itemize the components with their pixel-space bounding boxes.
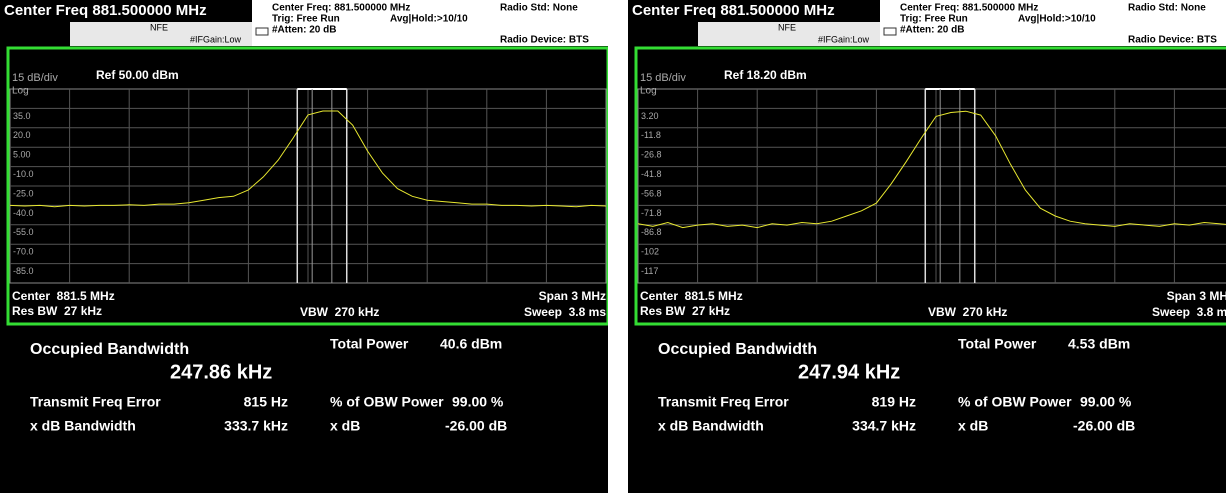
y-tick-label: -70.0 xyxy=(13,247,34,257)
span: Span 3 MHz xyxy=(539,289,606,303)
avg-hold: Avg|Hold:>10/10 xyxy=(390,14,468,25)
y-tick-label: 20.0 xyxy=(13,130,31,140)
log: Log xyxy=(12,86,29,97)
obw-value: 247.94 kHz xyxy=(798,361,900,383)
graph-bg xyxy=(628,46,1226,493)
header-title: Center Freq 881.500000 MHz xyxy=(632,2,835,19)
y-tick-label: 35.0 xyxy=(13,111,31,121)
y-tick-label: -55.0 xyxy=(13,227,34,237)
avg-hold: Avg|Hold:>10/10 xyxy=(1018,14,1096,25)
trace xyxy=(637,110,1226,229)
y-tick-label: -40.0 xyxy=(13,208,34,218)
xdb-bw-value: 333.7 kHz xyxy=(224,418,288,434)
y-tick-label: -10.0 xyxy=(13,169,34,179)
xdb-bw-label: x dB Bandwidth xyxy=(658,418,764,434)
radio-std: Radio Std: None xyxy=(500,3,578,14)
radio-device: Radio Device: BTS xyxy=(500,35,589,46)
y-tick-label: 5.00 xyxy=(13,150,31,160)
y-tick-label: -86.8 xyxy=(641,227,662,237)
sweep: Sweep 3.8 ms xyxy=(524,305,606,319)
mode: NFE xyxy=(778,22,796,32)
y-tick-label: -117 xyxy=(641,266,658,276)
xdb-label: x dB xyxy=(330,418,360,434)
y-tick-label: -71.8 xyxy=(641,208,662,218)
log: Log xyxy=(640,86,657,97)
freq-error-value: 815 Hz xyxy=(244,394,288,410)
trig: Trig: Free Run xyxy=(272,14,340,25)
freq-error-label: Transmit Freq Error xyxy=(658,394,789,410)
total-power-value: 40.6 dBm xyxy=(440,336,502,352)
obw-power-value: 99.00 % xyxy=(1080,394,1132,410)
obw-power-label: % of OBW Power xyxy=(958,394,1072,410)
xdb-bw-value: 334.7 kHz xyxy=(852,418,916,434)
res-bw: Res BW 27 kHz xyxy=(12,304,102,318)
y-tick-label: -85.0 xyxy=(13,266,34,276)
radio-device: Radio Device: BTS xyxy=(1128,35,1217,46)
obw-power-value: 99.00 % xyxy=(452,394,504,410)
y-tick-label: -41.8 xyxy=(641,169,662,179)
analyzer-screen: Center Freq 881.500000 MHz NFE #IFGain:Low… xyxy=(628,0,1226,493)
title-bg xyxy=(628,0,880,22)
y-tick-label: -11.8 xyxy=(641,130,661,140)
mode-bg-dark xyxy=(0,22,70,46)
header-title: Center Freq 881.500000 MHz xyxy=(4,2,207,19)
xdb-bw-label: x dB Bandwidth xyxy=(30,418,136,434)
obw-power-label: % of OBW Power xyxy=(330,394,444,410)
total-power-label: Total Power xyxy=(958,336,1037,352)
obw-label: Occupied Bandwidth xyxy=(30,341,189,358)
center: Center 881.5 MHz xyxy=(640,289,743,303)
total-power-label: Total Power xyxy=(330,336,409,352)
atten: #Atten: 20 dB xyxy=(272,25,336,36)
obw-value: 247.86 kHz xyxy=(170,361,272,383)
vbw: VBW 270 kHz xyxy=(300,305,379,319)
if-gain: #IFGain:Low xyxy=(190,34,242,44)
ref-level: Ref 18.20 dBm xyxy=(724,68,807,82)
xdb-label: x dB xyxy=(958,418,988,434)
trig: Trig: Free Run xyxy=(900,14,968,25)
xdb-value: -26.00 dB xyxy=(1073,418,1135,434)
if-gain: #IFGain:Low xyxy=(818,34,870,44)
graph-frame xyxy=(6,46,608,326)
trace xyxy=(9,110,607,208)
mode-bg-dark xyxy=(628,22,698,46)
freq-error-label: Transmit Freq Error xyxy=(30,394,161,410)
center: Center 881.5 MHz xyxy=(12,289,115,303)
total-power-value: 4.53 dBm xyxy=(1068,336,1130,352)
scale: 15 dB/div xyxy=(12,72,58,84)
mode: NFE xyxy=(150,22,168,32)
xdb-value: -26.00 dB xyxy=(445,418,507,434)
center-freq: Center Freq: 881.500000 MHz xyxy=(900,3,1038,14)
atten: #Atten: 20 dB xyxy=(900,25,964,36)
y-tick-label: 3.20 xyxy=(641,111,659,121)
y-tick-label: -26.8 xyxy=(641,150,662,160)
y-tick-label: -102 xyxy=(641,247,659,257)
sweep: Sweep 3.8 ms xyxy=(1152,305,1226,319)
res-bw: Res BW 27 kHz xyxy=(640,304,730,318)
mode-bg xyxy=(698,22,880,46)
freq-error-value: 819 Hz xyxy=(872,394,916,410)
graph-frame xyxy=(634,46,1226,326)
analyzer-screen: Center Freq 881.500000 MHz NFE #IFGain:Low… xyxy=(0,0,608,493)
y-tick-label: -56.8 xyxy=(641,188,662,198)
icon xyxy=(883,27,897,36)
mode-bg xyxy=(70,22,252,46)
vbw: VBW 270 kHz xyxy=(928,305,1007,319)
scale: 15 dB/div xyxy=(640,72,686,84)
obw-label: Occupied Bandwidth xyxy=(658,341,817,358)
center-freq: Center Freq: 881.500000 MHz xyxy=(272,3,410,14)
span: Span 3 MHz xyxy=(1167,289,1226,303)
y-tick-label: -25.0 xyxy=(13,188,34,198)
icon xyxy=(255,27,269,36)
title-bg xyxy=(0,0,252,22)
radio-std: Radio Std: None xyxy=(1128,3,1206,14)
ref-level: Ref 50.00 dBm xyxy=(96,68,179,82)
